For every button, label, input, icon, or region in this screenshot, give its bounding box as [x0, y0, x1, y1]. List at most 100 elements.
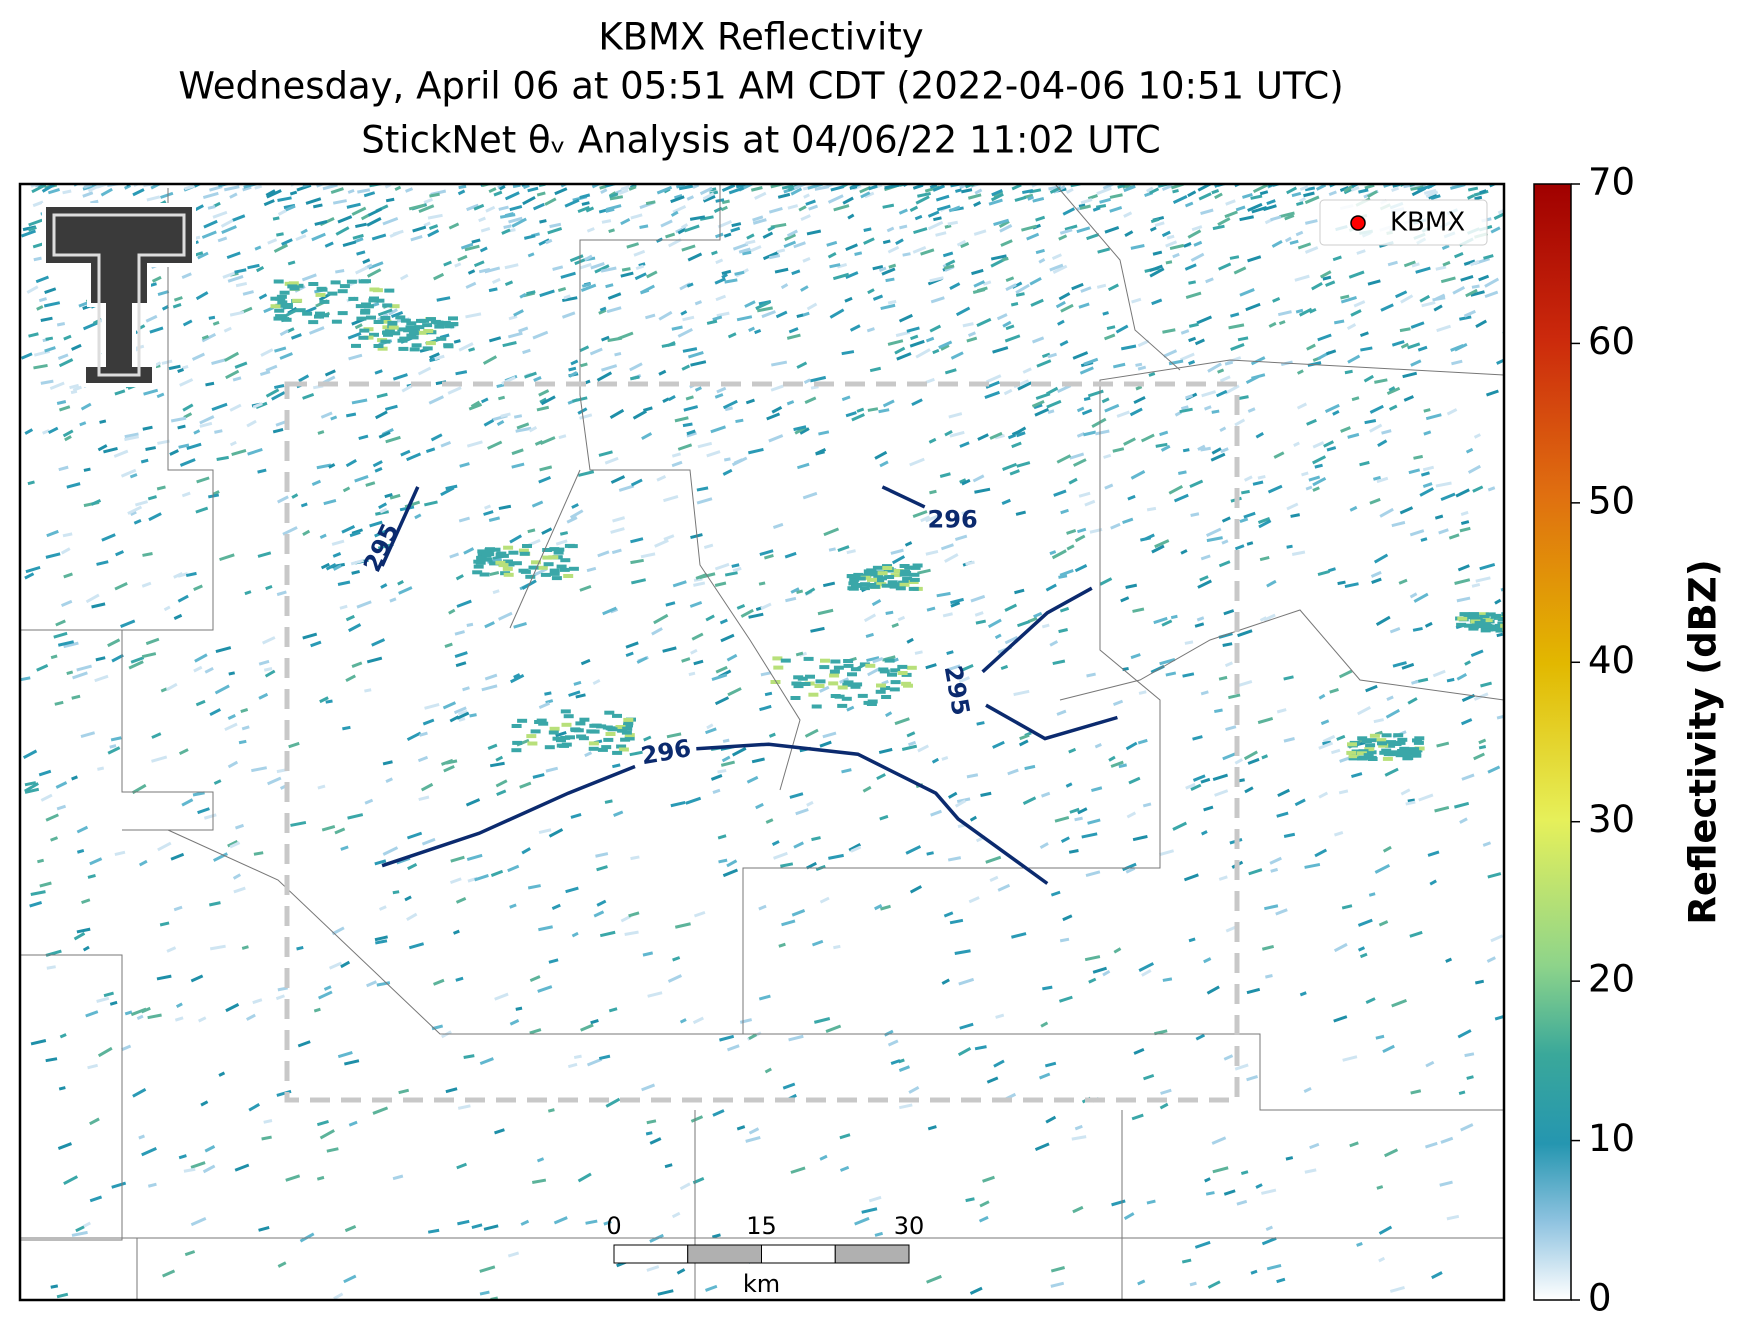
echo — [904, 565, 915, 570]
echo — [258, 692, 269, 700]
echo — [1330, 748, 1341, 755]
echo — [465, 798, 481, 807]
echo — [1425, 413, 1442, 421]
echo — [515, 1006, 523, 1011]
echo — [96, 996, 110, 1003]
echo — [961, 510, 969, 515]
echo — [344, 1059, 360, 1066]
echo — [723, 232, 732, 238]
echo — [346, 202, 361, 209]
echo — [444, 324, 455, 329]
echo — [1149, 267, 1165, 278]
echo — [83, 1221, 91, 1228]
echo — [561, 722, 572, 727]
echo — [1503, 509, 1504, 517]
echo — [623, 717, 634, 722]
echo — [978, 1215, 989, 1223]
echo — [468, 402, 483, 411]
echo — [58, 1086, 66, 1091]
echo — [247, 263, 260, 270]
echo — [1410, 1089, 1422, 1095]
echo — [897, 664, 908, 669]
echo — [374, 369, 383, 375]
echo — [467, 269, 476, 275]
echo — [1356, 751, 1367, 756]
echo — [1369, 733, 1380, 738]
echo — [422, 346, 433, 351]
echo — [527, 528, 536, 534]
echo — [686, 282, 694, 288]
echo — [909, 457, 925, 467]
echo — [602, 606, 617, 616]
echo — [898, 1065, 911, 1072]
echo — [43, 301, 61, 308]
echo — [936, 591, 951, 598]
echo — [1049, 550, 1057, 556]
echo — [339, 604, 348, 610]
echo — [1235, 205, 1246, 212]
echo — [1002, 462, 1018, 471]
echo — [1066, 529, 1077, 535]
echo — [696, 497, 713, 505]
echo — [1497, 621, 1504, 626]
colorbar-tick-label: 70 — [1588, 161, 1635, 204]
echo — [879, 460, 889, 468]
echo — [966, 336, 978, 343]
echo — [712, 315, 723, 321]
echo — [72, 385, 82, 392]
echo — [1230, 312, 1240, 318]
echo — [246, 419, 257, 428]
echo — [755, 802, 764, 810]
echo — [980, 791, 992, 797]
echo — [1276, 1277, 1286, 1284]
echo — [427, 229, 440, 238]
echo — [458, 717, 466, 722]
echo — [522, 196, 536, 206]
echo — [181, 491, 191, 498]
echo — [406, 321, 417, 326]
echo — [1149, 187, 1160, 195]
echo — [1296, 369, 1304, 375]
echo — [46, 529, 59, 538]
echo — [573, 1054, 582, 1060]
echo — [212, 210, 228, 219]
echo — [909, 572, 920, 577]
echo — [1260, 1188, 1277, 1195]
echo — [436, 296, 451, 302]
contour-line — [696, 742, 1049, 885]
echo — [868, 1195, 882, 1203]
echo — [355, 304, 366, 309]
echo — [71, 694, 81, 700]
echo — [374, 298, 385, 303]
echo — [494, 1128, 505, 1135]
echo — [114, 582, 128, 591]
echo — [1214, 708, 1223, 714]
echo — [145, 446, 156, 452]
echo — [677, 227, 686, 235]
echo — [837, 545, 850, 552]
echo — [179, 458, 196, 467]
echo — [693, 581, 706, 587]
echo — [328, 463, 336, 469]
echo — [626, 242, 639, 249]
echo — [177, 368, 185, 373]
echo — [1409, 592, 1418, 599]
echo — [508, 550, 519, 555]
echo — [645, 200, 656, 206]
echo — [25, 565, 41, 574]
echo — [1149, 226, 1157, 232]
echo — [1334, 830, 1344, 837]
echo — [1214, 789, 1229, 797]
echo — [503, 559, 513, 564]
echo — [982, 1175, 995, 1183]
echo — [103, 991, 114, 998]
echo — [1074, 816, 1083, 822]
echo — [382, 846, 399, 856]
echo — [1325, 349, 1337, 356]
echo — [1440, 276, 1456, 284]
echo — [1013, 689, 1030, 697]
echo — [1228, 323, 1245, 330]
echo — [263, 199, 275, 207]
echo — [891, 622, 899, 628]
echo — [261, 1135, 272, 1141]
